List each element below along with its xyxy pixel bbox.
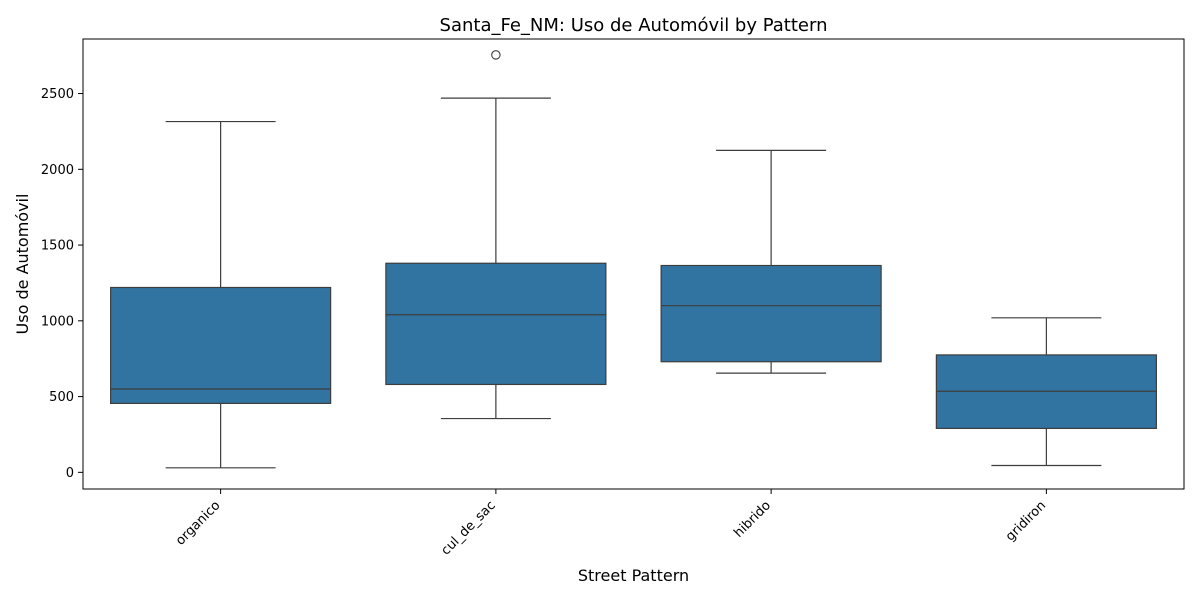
outlier-point-cul-de-sac xyxy=(491,50,501,60)
x-tick-label: organico xyxy=(173,498,223,548)
box-cul-de-sac xyxy=(385,262,607,386)
x-tick-label: gridiron xyxy=(1003,498,1049,544)
y-tick-label: 500 xyxy=(49,390,74,405)
box-hibrido xyxy=(660,264,882,363)
chart-title: Santa_Fe_NM: Uso de Automóvil by Pattern xyxy=(440,15,828,36)
box-organico xyxy=(110,286,332,404)
x-tick-label: cul_de_sac xyxy=(438,498,498,558)
y-tick-label: 2000 xyxy=(41,163,74,178)
y-tick-label: 0 xyxy=(66,466,74,481)
x-axis-label: Street Pattern xyxy=(578,566,689,585)
y-axis-label: Uso de Automóvil xyxy=(13,194,32,335)
x-tick-label: hibrido xyxy=(731,498,774,541)
y-tick-label: 1500 xyxy=(41,239,74,254)
plot-area: 0 500 1000 1500 2000 2500 organico cul_de_sac hi… xyxy=(41,38,1185,558)
plot-frame xyxy=(82,38,1185,490)
y-tick-label: 1000 xyxy=(41,314,74,329)
y-tick-label: 2500 xyxy=(41,87,74,102)
